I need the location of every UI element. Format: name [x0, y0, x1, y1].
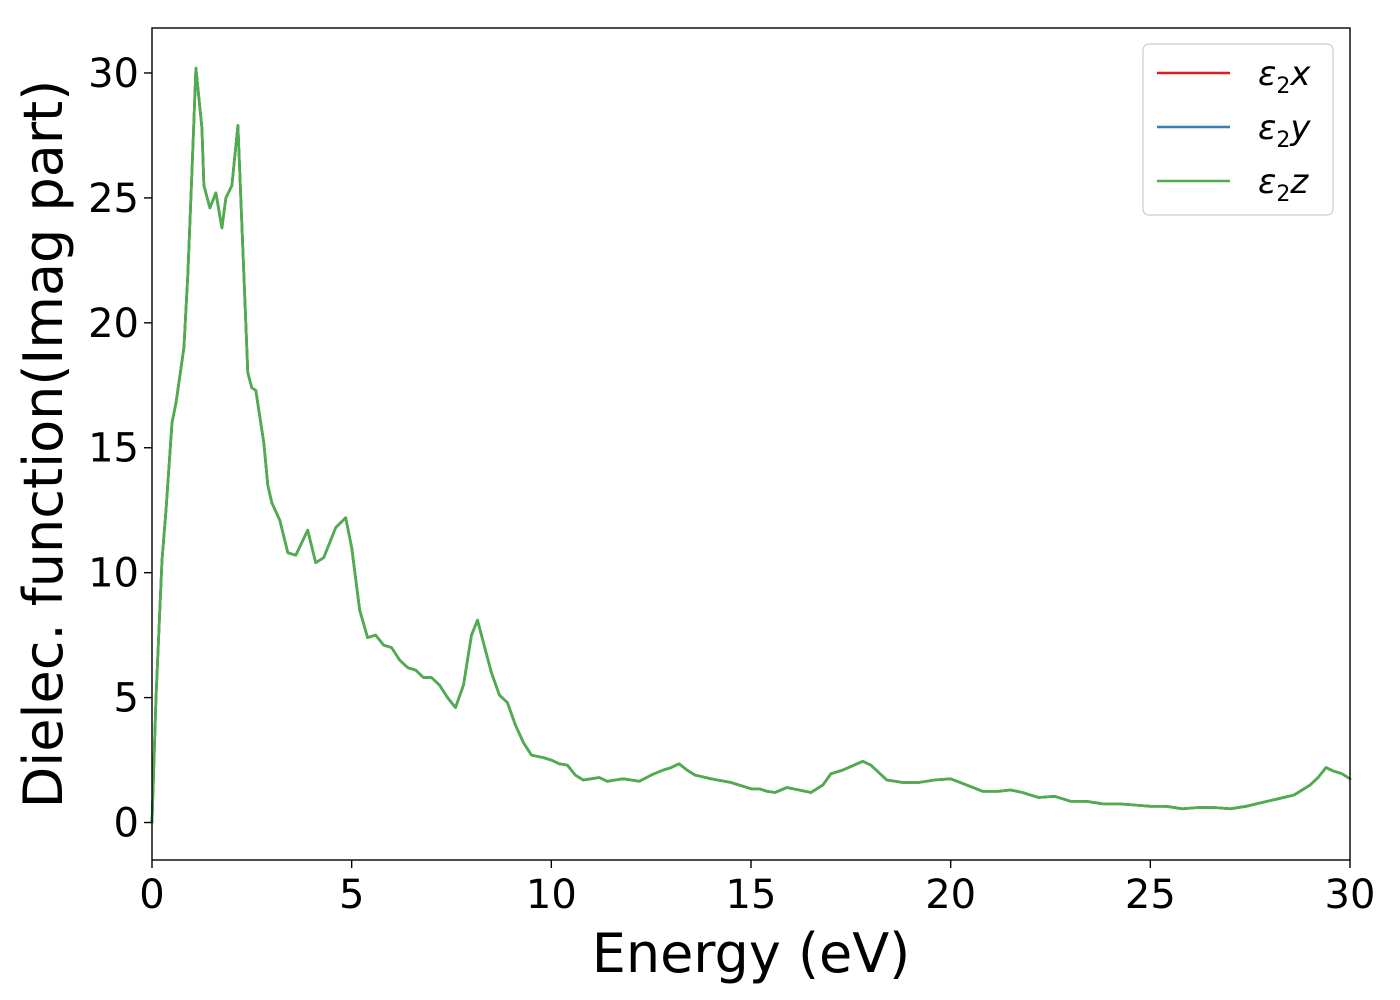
y-tick-label: 30 — [88, 51, 139, 97]
x-tick-label: 10 — [526, 872, 577, 918]
legend-box — [1142, 43, 1334, 216]
x-tick-label: 5 — [339, 872, 364, 918]
y-tick-label: 15 — [88, 426, 139, 472]
legend-suffix: x — [1289, 54, 1311, 94]
x-axis-ticks: 0 5 10 15 20 25 30 — [139, 860, 1375, 918]
series-line-2 — [150, 66, 1352, 824]
x-tick-label: 30 — [1325, 872, 1376, 918]
x-tick-label: 25 — [1125, 872, 1176, 918]
y-axis-label: Dielec. function(Imag part) — [12, 80, 75, 809]
legend-label: ε2y — [1258, 108, 1311, 153]
x-tick-label: 15 — [726, 872, 777, 918]
legend-suffix: y — [1289, 108, 1311, 148]
legend-label: ε2z — [1258, 162, 1309, 207]
legend-symbol: ε — [1258, 162, 1276, 202]
x-tick-label: 20 — [925, 872, 976, 918]
series-layer — [150, 66, 1352, 824]
y-tick-label: 25 — [88, 176, 139, 222]
legend-subscript: 2 — [1276, 74, 1290, 99]
y-tick-label: 5 — [114, 676, 139, 722]
legend-subscript: 2 — [1276, 128, 1290, 153]
x-axis-label: Energy (eV) — [592, 922, 911, 985]
legend-subscript: 2 — [1276, 182, 1290, 207]
y-tick-label: 0 — [114, 801, 139, 847]
legend-label: ε2x — [1258, 54, 1311, 99]
y-tick-label: 20 — [88, 301, 139, 347]
y-tick-label: 10 — [88, 551, 139, 597]
legend-suffix: z — [1289, 162, 1309, 202]
legend-symbol: ε — [1258, 108, 1276, 148]
x-tick-label: 0 — [139, 872, 164, 918]
y-axis-ticks: 0 5 10 15 20 25 30 — [88, 51, 152, 847]
legend-symbol: ε — [1258, 54, 1276, 94]
